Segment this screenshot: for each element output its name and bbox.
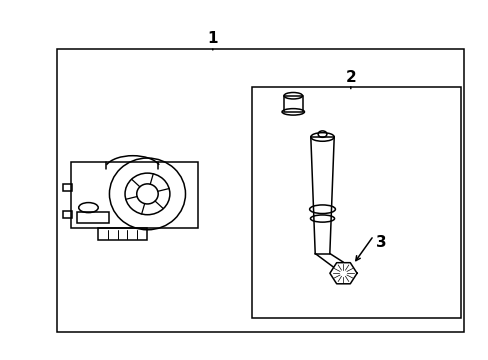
- Text: 3: 3: [375, 235, 386, 250]
- Bar: [284, 96, 302, 112]
- Bar: [251, 87, 461, 318]
- Text: 1: 1: [207, 31, 218, 46]
- Bar: [98, 228, 147, 240]
- Bar: [77, 212, 109, 223]
- Bar: [71, 162, 198, 228]
- Text: 2: 2: [345, 70, 355, 85]
- Bar: [62, 211, 72, 219]
- Bar: [62, 184, 72, 191]
- Bar: [57, 49, 463, 332]
